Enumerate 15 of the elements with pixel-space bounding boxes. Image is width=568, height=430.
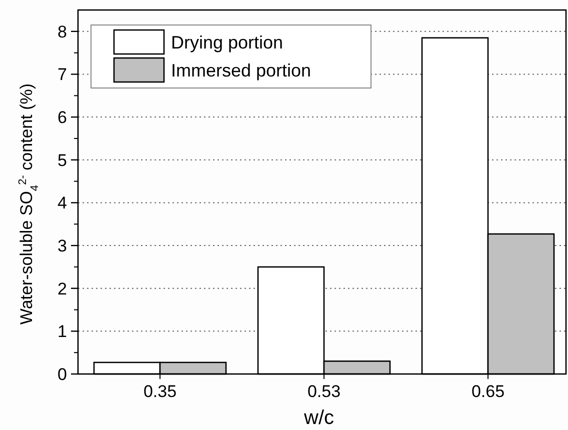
y-tick-label: 5 [58, 150, 67, 170]
x-tick-label: 0.65 [471, 382, 505, 401]
y-tick-label: 1 [58, 322, 67, 342]
y-tick-label: 6 [58, 108, 67, 128]
x-axis-title: w/c [303, 407, 334, 429]
x-tick-label: 0.35 [143, 382, 177, 401]
y-tick-label: 8 [58, 22, 67, 42]
y-tick-label: 4 [58, 194, 67, 213]
legend-label: Drying portion [171, 32, 284, 52]
y-tick-label: 2 [58, 279, 67, 298]
x-tick-label: 0.53 [307, 382, 341, 401]
y-tick-label: 0 [58, 364, 67, 384]
y-tick-label: 7 [58, 65, 67, 84]
y-tick-label: 3 [58, 236, 67, 256]
legend-label: Immersed portion [171, 60, 312, 80]
